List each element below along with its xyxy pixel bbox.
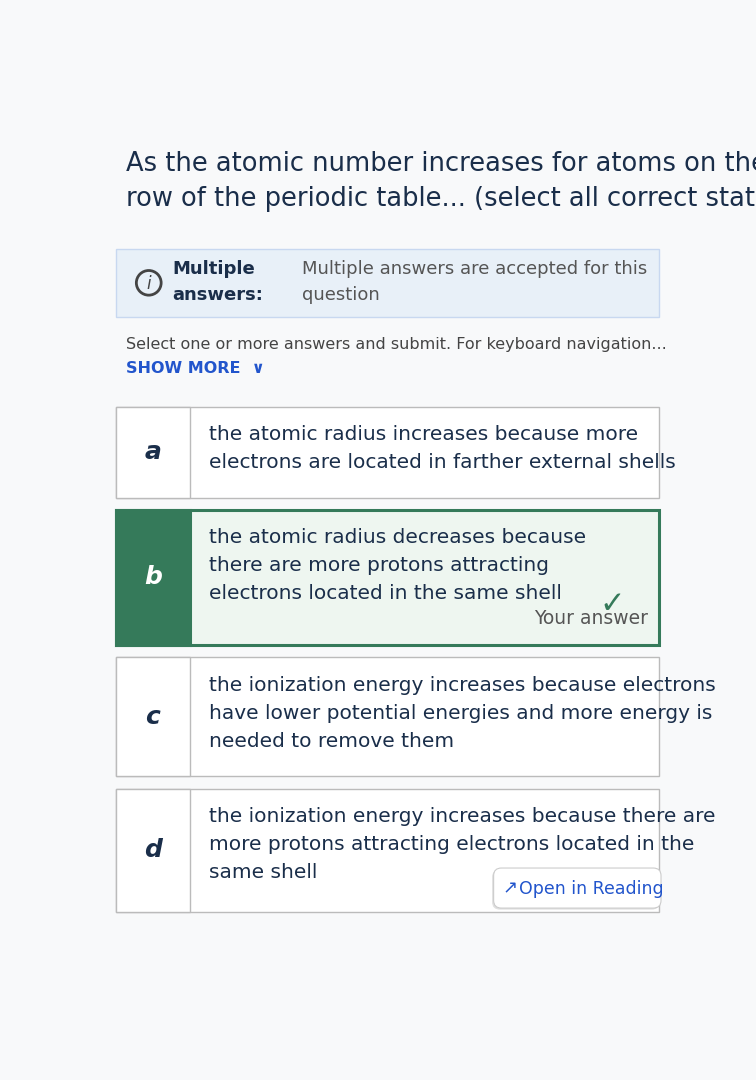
Text: i: i xyxy=(147,274,151,293)
Text: the atomic radius increases because more
electrons are located in farther extern: the atomic radius increases because more… xyxy=(209,426,676,472)
Bar xyxy=(116,510,190,645)
Text: ↗: ↗ xyxy=(502,880,517,897)
Text: Your answer: Your answer xyxy=(534,609,648,627)
Text: b: b xyxy=(144,565,162,590)
Bar xyxy=(116,510,658,645)
Text: As the atomic number increases for atoms on the same
row of the periodic table..: As the atomic number increases for atoms… xyxy=(125,151,756,212)
Text: Open in Reading: Open in Reading xyxy=(519,880,664,897)
Bar xyxy=(116,788,190,912)
Text: Select one or more answers and submit. For keyboard navigation...: Select one or more answers and submit. F… xyxy=(125,337,666,352)
Text: Multiple answers are accepted for this
question: Multiple answers are accepted for this q… xyxy=(302,260,647,303)
FancyBboxPatch shape xyxy=(494,868,661,908)
FancyBboxPatch shape xyxy=(492,869,659,909)
Text: SHOW MORE  ∨: SHOW MORE ∨ xyxy=(125,361,265,376)
Text: the atomic radius decreases because
there are more protons attracting
electrons : the atomic radius decreases because ther… xyxy=(209,528,587,604)
Bar xyxy=(116,657,190,777)
Text: Multiple
answers:: Multiple answers: xyxy=(172,260,263,303)
Text: a: a xyxy=(144,441,162,464)
Bar xyxy=(116,788,658,912)
Bar xyxy=(116,407,658,498)
Text: ✓: ✓ xyxy=(600,590,625,619)
Text: the ionization energy increases because there are
more protons attracting electr: the ionization energy increases because … xyxy=(209,807,716,882)
Text: d: d xyxy=(144,838,162,862)
Bar xyxy=(116,249,658,316)
Bar xyxy=(116,657,658,777)
Text: c: c xyxy=(146,705,160,729)
Text: the ionization energy increases because electrons
have lower potential energies : the ionization energy increases because … xyxy=(209,675,716,751)
Bar xyxy=(116,407,190,498)
